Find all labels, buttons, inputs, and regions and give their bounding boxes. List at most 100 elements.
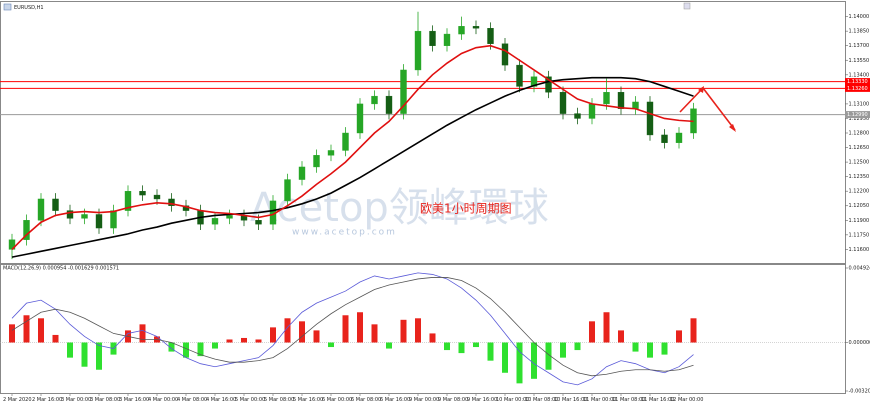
x-tick-label: 10 Mar 00:00 bbox=[496, 397, 529, 403]
y-tick-label: 1.11600 bbox=[849, 247, 870, 253]
histogram-bar bbox=[531, 342, 537, 379]
histogram-bar bbox=[632, 342, 639, 352]
price-level-tag bbox=[845, 78, 870, 86]
y-tick-label: 1.12650 bbox=[849, 145, 870, 151]
histogram-bar bbox=[255, 339, 262, 343]
histogram-bar bbox=[299, 321, 305, 343]
x-tick-label: 3 Mar 00:00 bbox=[61, 397, 91, 403]
candle-body bbox=[52, 198, 59, 211]
histogram-bar bbox=[661, 342, 668, 355]
watermark-logo: Acetop领峰環球 bbox=[250, 185, 549, 231]
candle-body bbox=[588, 103, 596, 119]
histogram-bar bbox=[342, 315, 349, 343]
histogram-bar bbox=[67, 342, 73, 358]
histogram-bar bbox=[560, 342, 566, 358]
candle-body bbox=[675, 132, 683, 143]
y-tick-label: 1.12050 bbox=[849, 203, 870, 209]
annotation: 欧美1小时周期图 bbox=[420, 202, 512, 216]
y-tick-label: 1.13400 bbox=[849, 72, 870, 78]
histogram-bar bbox=[328, 342, 334, 348]
candle-body bbox=[226, 215, 233, 219]
x-tick-label: 4 Mar 16:00 bbox=[206, 397, 236, 403]
price-level-label: 1.12990 bbox=[847, 112, 868, 118]
histogram-bar bbox=[487, 342, 494, 361]
histogram-bar bbox=[400, 319, 407, 343]
histogram-bar bbox=[52, 334, 59, 343]
x-tick-label: 9 Mar 08:00 bbox=[438, 397, 468, 403]
window-button[interactable] bbox=[683, 2, 691, 10]
y-tick-label: 1.13850 bbox=[849, 29, 870, 35]
histogram-bar bbox=[241, 337, 247, 343]
x-tick-label: 4 Mar 00:00 bbox=[148, 397, 178, 403]
x-tick-label: 5 Mar 00:00 bbox=[235, 397, 265, 403]
watermark-url: www.acetop.com bbox=[292, 228, 397, 238]
histogram-bar bbox=[618, 330, 624, 343]
candle-body bbox=[255, 220, 262, 225]
x-tick-label: 6 Mar 08:00 bbox=[351, 397, 381, 403]
candle-body bbox=[37, 198, 45, 221]
y-tick-label: 1.12950 bbox=[849, 116, 870, 122]
price-level-tag bbox=[845, 84, 870, 92]
histogram-bar bbox=[589, 321, 595, 343]
candle-body bbox=[400, 69, 407, 114]
x-tick-label: 11 Mar 08:00 bbox=[612, 397, 645, 403]
candle-body bbox=[313, 155, 320, 168]
candle-body bbox=[530, 76, 538, 87]
candle-body bbox=[632, 101, 639, 109]
histogram-bar bbox=[545, 342, 552, 370]
histogram-bar bbox=[690, 318, 697, 343]
macd-title: MACD(12,26,9) 0.000954 -0.001629 0.00157… bbox=[3, 266, 119, 272]
x-tick-label: 2 Mar 2020 bbox=[3, 397, 32, 403]
histogram-bar bbox=[284, 318, 291, 343]
histogram-bar bbox=[38, 318, 44, 343]
y-tick-label: 1.13550 bbox=[849, 58, 870, 64]
candle-body bbox=[429, 30, 436, 46]
arrow-heads bbox=[698, 86, 736, 132]
y-tick-label: 1.13700 bbox=[849, 43, 870, 49]
price-level-tag bbox=[845, 111, 870, 119]
candle-body bbox=[139, 190, 146, 196]
candle-body bbox=[487, 28, 494, 44]
y-tick-label: 0.004924 bbox=[849, 266, 870, 272]
histogram-bar bbox=[270, 327, 276, 343]
candle-body bbox=[153, 194, 161, 200]
x-tick-label: 9 Mar 00:00 bbox=[409, 397, 439, 403]
price-panel-frame bbox=[0, 1, 846, 264]
symbol-icon bbox=[3, 3, 12, 11]
y-tick-label: 1.14000 bbox=[849, 14, 870, 20]
window-buttons[interactable] bbox=[683, 2, 691, 10]
indicator-line bbox=[11, 277, 694, 377]
y-tick-label: 0.000000 bbox=[849, 340, 870, 346]
histogram-bar bbox=[444, 342, 450, 351]
histogram-bar bbox=[415, 318, 421, 343]
histogram-bar bbox=[9, 324, 15, 343]
candle-body bbox=[284, 179, 291, 202]
histogram-bar bbox=[183, 342, 189, 358]
candle-body bbox=[516, 64, 523, 87]
y-tick-label: 1.12500 bbox=[849, 160, 870, 166]
candle-body bbox=[603, 92, 610, 105]
histogram-bar bbox=[603, 312, 610, 343]
x-tick-label: 11 Mar 00:00 bbox=[583, 397, 616, 403]
candle-body bbox=[95, 214, 103, 229]
histogram-bar bbox=[516, 342, 523, 384]
histogram-bar bbox=[357, 312, 363, 343]
histogram-bar bbox=[574, 342, 581, 351]
y-tick-label: 1.11750 bbox=[849, 232, 870, 238]
candle-body bbox=[545, 76, 552, 93]
x-tick-label: 5 Mar 16:00 bbox=[293, 397, 323, 403]
histogram-bar bbox=[139, 324, 146, 343]
price-level-label: 1.13330 bbox=[847, 79, 868, 85]
x-tick-label: 2 Mar 16:00 bbox=[32, 397, 62, 403]
histogram-bar bbox=[458, 342, 465, 354]
x-tick-label: 6 Mar 16:00 bbox=[380, 397, 410, 403]
histogram-bar bbox=[212, 342, 218, 349]
y-tick-label: 1.13100 bbox=[849, 101, 870, 107]
candle-body bbox=[110, 210, 117, 229]
x-tick-label: 11 Mar 16:00 bbox=[641, 397, 674, 403]
y-tick-label: -0.003205 bbox=[849, 389, 870, 395]
x-tick-label: 6 Mar 00:00 bbox=[322, 397, 352, 403]
candle-body bbox=[124, 190, 132, 211]
y-tick-label: 1.12350 bbox=[849, 174, 870, 180]
